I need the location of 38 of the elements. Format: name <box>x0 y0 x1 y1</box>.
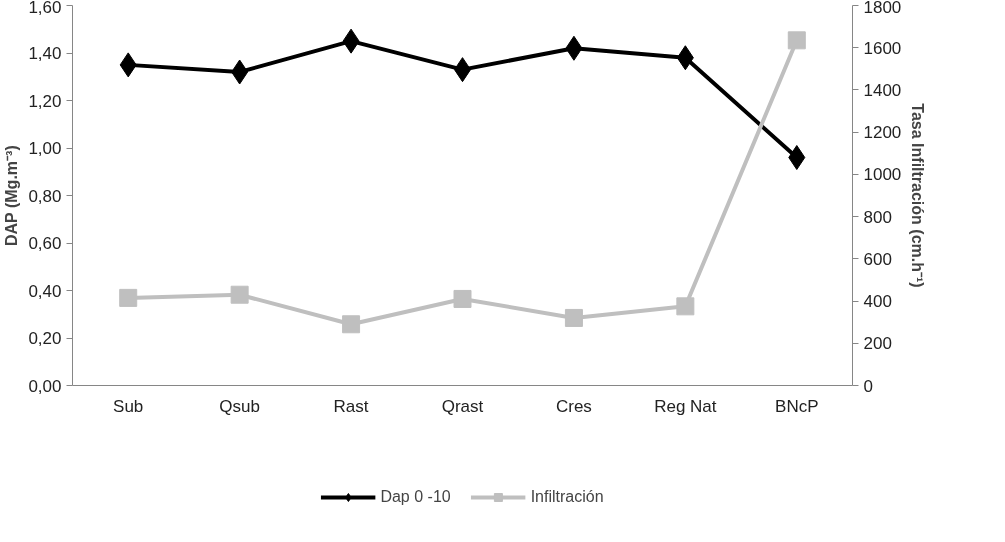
y-tick-label: 1,00 <box>28 139 62 158</box>
y2-tick-label: 1800 <box>863 0 902 17</box>
x-tick-label: Cres <box>555 396 592 416</box>
y2-tick-label: 800 <box>863 207 892 227</box>
legend-label: Dap 0 -10 <box>380 488 451 506</box>
x-tick-label: Qrast <box>441 396 484 416</box>
y2-tick-label: 1400 <box>863 80 902 100</box>
y2-tick-label: 400 <box>863 292 892 312</box>
y-axis-title: DAP (Mg.m⁻³) <box>3 145 21 246</box>
y2-tick-label: 1000 <box>863 165 902 185</box>
y-tick-label: 0,80 <box>28 186 62 206</box>
x-tick-label: Rast <box>333 396 369 416</box>
point <box>564 308 583 327</box>
legend-label: Infiltración <box>530 488 604 506</box>
x-tick-label: Qsub <box>219 396 260 416</box>
y2-tick-label: 0 <box>863 376 873 396</box>
x-tick-label: Sub <box>113 396 144 416</box>
y-tick-label: 1,60 <box>28 0 62 17</box>
point <box>342 315 361 334</box>
point <box>453 289 472 308</box>
y-tick-label: 1,40 <box>28 44 62 63</box>
point <box>676 297 695 316</box>
y-tick-label: 1,20 <box>28 91 62 111</box>
point <box>788 145 806 170</box>
y2-tick-label: 1200 <box>863 123 902 143</box>
y2-tick-label: 1600 <box>863 38 902 58</box>
point <box>230 285 249 304</box>
y-tick-label: 0,20 <box>28 329 62 348</box>
y-tick-label: 0,00 <box>28 376 62 396</box>
y-tick-label: 0,40 <box>28 281 62 301</box>
y-tick-label: 0,60 <box>28 234 62 253</box>
point <box>119 288 138 307</box>
y2-tick-label: 600 <box>863 249 892 269</box>
x-tick-label: Reg Nat <box>654 396 717 416</box>
y2-tick-label: 200 <box>863 334 892 354</box>
point <box>787 31 806 50</box>
y2-axis-title: Tasa Infiltración (cm.h⁻¹) <box>909 103 927 288</box>
x-tick-label: BNcP <box>775 396 819 416</box>
